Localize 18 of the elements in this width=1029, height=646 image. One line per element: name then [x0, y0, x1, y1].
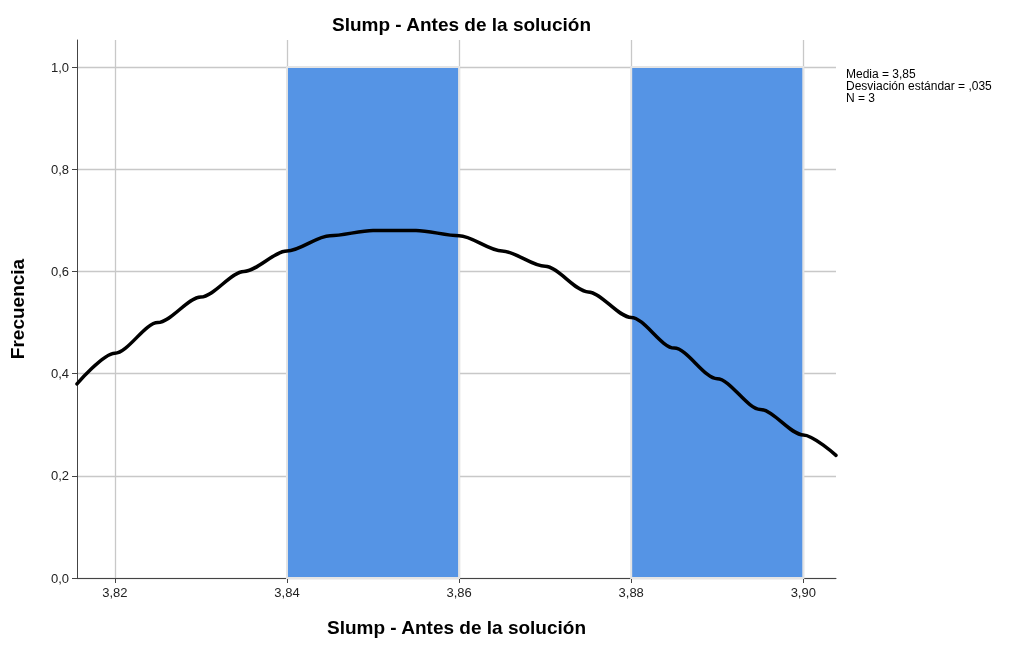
- y-tick-label: 1,0: [50, 59, 69, 75]
- y-tick-label: 0,4: [50, 366, 69, 382]
- x-axis-title: Slump - Antes de la solución: [327, 617, 586, 638]
- x-tick-label: 3,86: [446, 585, 472, 600]
- line-series: [75, 228, 838, 458]
- x-tick-label: 3,90: [790, 585, 816, 600]
- x-tick-label: 3,84: [274, 585, 300, 600]
- x-tick-label: 3,88: [618, 585, 644, 600]
- text: Desviación estándar = ,035: [846, 79, 993, 93]
- y-tick-label: 0,0: [50, 570, 69, 586]
- y-tick-label: 0,8: [50, 161, 69, 177]
- text: Media = 3,85: [846, 67, 917, 81]
- y-axis-title: Frecuencia: [7, 258, 28, 360]
- y-tick-label: 0,2: [50, 468, 69, 484]
- text: N = 3: [846, 91, 876, 105]
- x-tick-label: 3,82: [102, 585, 128, 600]
- chart-title: Slump - Antes de la solución: [332, 14, 591, 35]
- y-tick-label: 0,6: [50, 263, 69, 279]
